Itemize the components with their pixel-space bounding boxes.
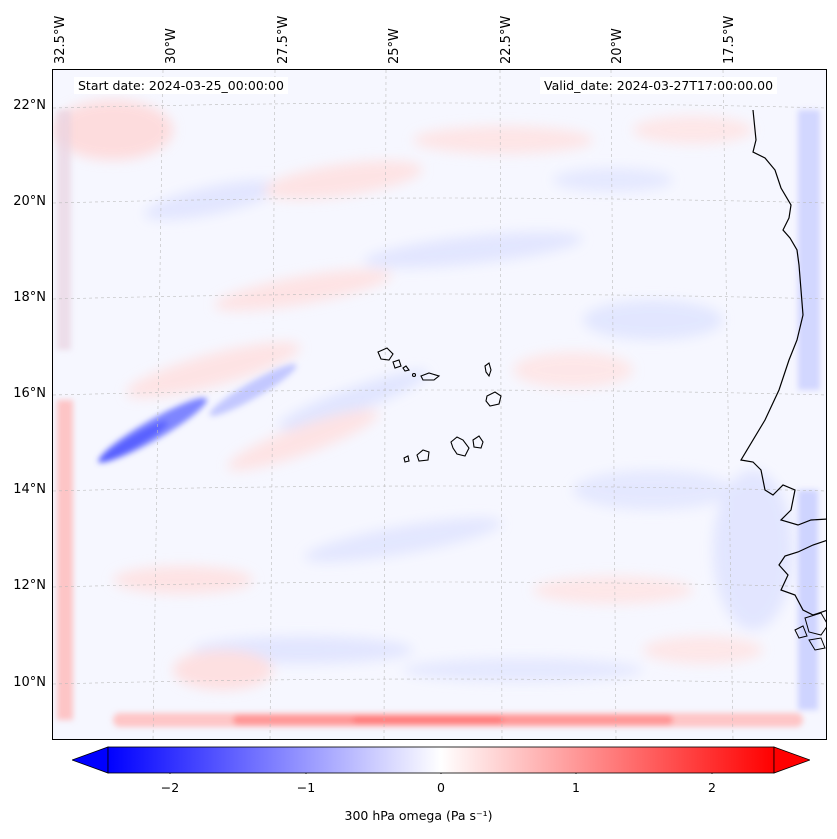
colorbar-tick-minus2: −2 xyxy=(160,780,180,795)
colorbar xyxy=(72,746,810,774)
valid-date-label: Valid_date: 2024-03-27T17:00:00.00 xyxy=(540,77,778,94)
colorbar-label: 300 hPa omega (Pa s⁻¹) xyxy=(344,808,493,823)
map-panel xyxy=(52,69,827,740)
colorbar-tick-1: 1 xyxy=(572,780,580,795)
graticule xyxy=(53,70,826,739)
lon-label-32-5w: 32.5°W xyxy=(53,15,68,64)
lat-label-16n: 16°N xyxy=(13,386,46,401)
lat-label-18n: 18°N xyxy=(13,290,46,305)
start-date-label: Start date: 2024-03-25_00:00:00 xyxy=(74,77,288,94)
cape-verde-islands xyxy=(377,347,502,463)
lat-label-22n: 22°N xyxy=(13,98,46,113)
boundary-bands xyxy=(57,110,820,727)
descending-streak xyxy=(98,364,297,463)
omega-anomalies xyxy=(53,100,793,690)
lon-label-25w: 25°W xyxy=(387,28,402,64)
bijagos-islands xyxy=(794,612,826,651)
omega-field-map xyxy=(53,70,826,739)
lat-label-12n: 12°N xyxy=(13,578,46,593)
africa-coastline-south xyxy=(778,540,826,616)
lon-label-17-5w: 17.5°W xyxy=(722,15,737,64)
colorbar-tick-2: 2 xyxy=(708,780,716,795)
colorbar-tick-minus1: −1 xyxy=(296,780,316,795)
lon-label-30w: 30°W xyxy=(164,28,179,64)
lon-label-20w: 20°W xyxy=(610,28,625,64)
lon-label-22-5w: 22.5°W xyxy=(499,15,514,64)
lat-label-14n: 14°N xyxy=(13,482,46,497)
lon-label-27-5w: 27.5°W xyxy=(276,15,291,64)
africa-coastline xyxy=(740,109,826,526)
lat-label-10n: 10°N xyxy=(13,675,46,690)
lat-label-20n: 20°N xyxy=(13,194,46,209)
colorbar-tick-0: 0 xyxy=(437,780,445,795)
